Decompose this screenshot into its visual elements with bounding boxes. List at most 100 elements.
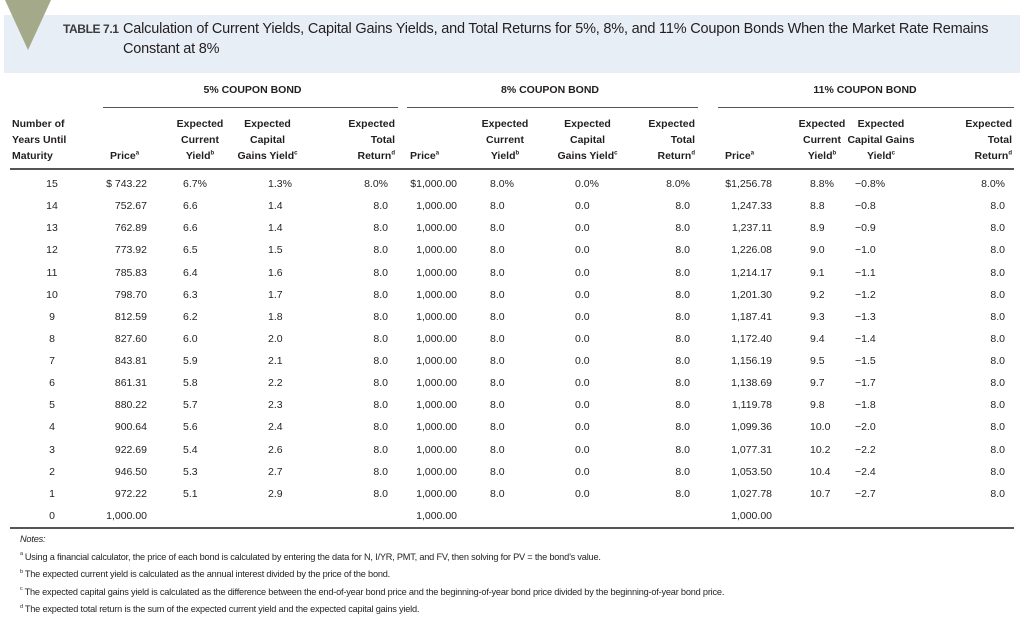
- table-cell: −0.8%: [855, 178, 886, 190]
- table-cell: 762.89: [114, 222, 147, 235]
- header-rule: [10, 168, 1014, 170]
- column-header: Expected Total Returnd: [965, 118, 1012, 162]
- table-cell: 2.9: [268, 487, 283, 500]
- table-cell: 0.0: [575, 443, 590, 456]
- table-cell: 8.0: [675, 443, 690, 456]
- column-header: Expected Current Yieldb: [176, 118, 224, 162]
- table-cell: 8.0: [675, 421, 690, 434]
- table-cell: 752.67: [114, 200, 147, 213]
- table-cell: 8.0: [490, 222, 505, 235]
- table-cell: 9.1: [810, 266, 825, 279]
- table-cell: 1.4: [268, 222, 283, 235]
- table-cell: −1.2: [855, 288, 876, 301]
- table-cell: 8.0: [373, 310, 388, 323]
- table-cell: 8.0: [373, 421, 388, 434]
- table-cell: 5.9: [183, 355, 198, 368]
- table-cell: 8.0: [675, 399, 690, 412]
- table-cell: 6.7%: [183, 178, 207, 190]
- table-cell: 9.4: [810, 332, 825, 345]
- table-cell: 0.0: [575, 355, 590, 368]
- table-cell: 1.3%: [268, 178, 292, 190]
- years-cell: 10: [46, 288, 58, 301]
- table-cell: 0.0: [575, 288, 590, 301]
- table-cell: 8.0: [675, 332, 690, 345]
- table-cell: 0.0: [575, 487, 590, 500]
- table-cell: 2.1: [268, 355, 283, 368]
- table-cell: 0.0: [575, 399, 590, 412]
- column-header: Expected Capital Gains Yieldc: [237, 118, 298, 162]
- table-cell: 827.60: [114, 332, 147, 345]
- table-cell: 1,000.00: [416, 399, 457, 412]
- table-cell: −2.7: [855, 487, 876, 500]
- table-cell: 1,000.00: [416, 244, 457, 257]
- table-cell: 5.1: [183, 487, 198, 500]
- table-cell: 0.0: [575, 222, 590, 235]
- table-cell: 1,000.00: [416, 377, 457, 390]
- column-header: Expected Total Returnd: [348, 118, 395, 162]
- table-cell: 8.9: [810, 222, 825, 235]
- table-cell: 0.0: [575, 244, 590, 257]
- years-cell: 2: [49, 465, 55, 478]
- table-cell: 1,000.00: [416, 421, 457, 434]
- table-cell: 1.4: [268, 200, 283, 213]
- table-cell: 946.50: [114, 465, 147, 478]
- table-cell: 1,187.41: [731, 310, 772, 323]
- table-cell: 6.6: [183, 222, 198, 235]
- table-cell: 8.0: [990, 244, 1005, 257]
- table-cell: 8.0: [675, 355, 690, 368]
- table-cell: 8.0: [490, 465, 505, 478]
- table-cell: 2.4: [268, 421, 283, 434]
- table-cell: −1.5: [855, 355, 876, 368]
- table-cell: 6.6: [183, 200, 198, 213]
- years-cell: 12: [46, 244, 58, 257]
- years-cell: 13: [46, 222, 58, 235]
- group-underline: [103, 107, 398, 108]
- table-cell: 5.8: [183, 377, 198, 390]
- group-header-5-percent: 5% COUPON BOND: [203, 84, 302, 96]
- table-cell: 798.70: [114, 288, 147, 301]
- table-cell: 8.0: [990, 377, 1005, 390]
- table-cell: 6.5: [183, 244, 198, 257]
- table-cell: 1,119.78: [731, 399, 772, 412]
- table-cell: 8.0: [373, 332, 388, 345]
- table-cell: 1,027.78: [731, 487, 772, 500]
- table-cell: 8.0: [490, 443, 505, 456]
- table-cell: 8.0%: [981, 178, 1005, 190]
- years-cell: 15: [46, 178, 58, 190]
- table-cell: 10.7: [810, 487, 831, 500]
- table-cell: 5.3: [183, 465, 198, 478]
- column-header: Expected Capital Gains Yieldc: [847, 118, 915, 162]
- table-cell: 1,000.00: [416, 266, 457, 279]
- title-band: [4, 15, 1020, 73]
- table-cell: 1,000.00: [416, 288, 457, 301]
- table-cell: 1,000.00: [416, 310, 457, 323]
- table-cell: 1,000.00: [731, 509, 772, 522]
- table-cell: 8.0: [490, 288, 505, 301]
- table-cell: −1.8: [855, 399, 876, 412]
- note-d: d The expected total return is the sum of…: [20, 603, 420, 614]
- table-cell: 8.0: [373, 465, 388, 478]
- table-cell: 8.0: [373, 355, 388, 368]
- notes-heading: Notes:: [20, 534, 46, 544]
- group-underline: [407, 107, 698, 108]
- table-cell: 922.69: [114, 443, 147, 456]
- table-cell: 9.8: [810, 399, 825, 412]
- table-cell: 8.0: [675, 465, 690, 478]
- table-cell: 773.92: [114, 244, 147, 257]
- table-cell: 1,201.30: [731, 288, 772, 301]
- table-cell: 8.0%: [364, 178, 388, 190]
- table-cell: 1,000.00: [416, 355, 457, 368]
- table-cell: 8.0: [490, 332, 505, 345]
- table-cell: −1.1: [855, 266, 876, 279]
- table-cell: 8.8: [810, 200, 825, 213]
- table-cell: 8.0%: [490, 178, 514, 190]
- table-cell: 8.0: [490, 487, 505, 500]
- table-cell: 2.2: [268, 377, 283, 390]
- table-cell: 8.0: [373, 443, 388, 456]
- table-cell: 8.0: [675, 244, 690, 257]
- table-number: TABLE 7.1: [63, 22, 119, 36]
- table-cell: 8.8%: [810, 178, 834, 190]
- table-cell: 1,226.08: [731, 244, 772, 257]
- table-cell: 0.0: [575, 421, 590, 434]
- table-cell: 8.0: [490, 377, 505, 390]
